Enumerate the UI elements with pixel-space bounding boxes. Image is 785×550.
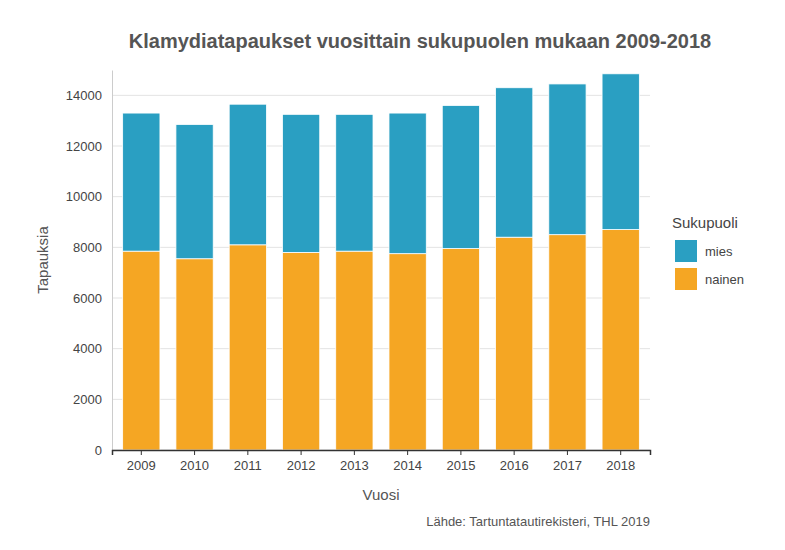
x-tick-mark	[301, 450, 302, 455]
y-tick: 8000	[73, 240, 112, 255]
source-note: Lähde: Tartuntatautirekisteri, THL 2019	[426, 514, 650, 529]
y-axis-title: Tapauksia	[34, 226, 51, 294]
x-tick-mark	[514, 450, 515, 455]
x-tick: 2018	[606, 450, 635, 473]
y-tick-label: 0	[95, 443, 102, 458]
x-tick-mark	[141, 450, 142, 455]
y-tick-label: 12000	[66, 139, 102, 154]
x-tick-mark	[460, 450, 461, 455]
legend: Sukupuoli mies nainen	[672, 214, 744, 290]
y-tick-label: 6000	[73, 291, 102, 306]
plot: 0 2000 4000 6000 8000 10000 12000 14000 2009 2010…	[66, 71, 651, 474]
y-tick: 0	[95, 443, 112, 458]
x-tick-mark	[620, 450, 621, 455]
y-tick-label: 8000	[73, 240, 102, 255]
bar	[389, 254, 426, 450]
y-axis: 0 2000 4000 6000 8000 10000 12000 14000	[66, 71, 113, 458]
bar	[176, 259, 213, 450]
x-tick-label: 2009	[127, 458, 156, 473]
x-tick: 2017	[553, 450, 582, 473]
x-axis: 2009 2010 2011 2012 2013 2014 2015 2016 2017 2018	[113, 450, 651, 473]
x-tick-label: 2014	[393, 458, 422, 473]
bar	[496, 237, 533, 450]
legend-swatch	[675, 240, 697, 262]
x-tick: 2009	[127, 450, 156, 473]
x-tick-label: 2011	[234, 458, 262, 473]
x-tick: 2012	[287, 450, 316, 473]
legend-item: nainen	[675, 268, 744, 290]
bar	[336, 251, 373, 450]
x-tick-label: 2017	[553, 458, 582, 473]
bar	[602, 74, 639, 230]
y-tick-label: 14000	[66, 88, 102, 103]
bar	[389, 113, 426, 254]
x-tick-mark	[354, 450, 355, 455]
y-axis-line	[112, 71, 113, 451]
bar	[549, 84, 586, 235]
x-tick-label: 2013	[340, 458, 369, 473]
x-tick: 2015	[446, 450, 475, 473]
legend-swatch	[675, 268, 697, 290]
x-axis-title: Vuosi	[363, 486, 400, 503]
y-tick-label: 4000	[73, 341, 102, 356]
bar	[442, 105, 479, 248]
y-tick: 4000	[73, 341, 112, 356]
legend-title: Sukupuoli	[672, 214, 738, 231]
bar	[176, 124, 213, 258]
x-tick-label: 2012	[287, 458, 316, 473]
legend-label: nainen	[705, 272, 744, 287]
bar	[496, 88, 533, 237]
y-tick-label: 2000	[73, 392, 102, 407]
bar	[549, 235, 586, 450]
legend-item: mies	[675, 240, 733, 262]
x-axis-line	[113, 451, 651, 456]
title: Klamydiatapaukset vuosittain sukupuolen …	[129, 30, 711, 52]
bar	[229, 104, 266, 245]
bar	[229, 245, 266, 450]
x-tick: 2014	[393, 450, 422, 473]
bar	[123, 113, 160, 251]
x-tick: 2016	[500, 450, 529, 473]
bars	[123, 74, 640, 450]
bar	[336, 114, 373, 251]
x-tick-mark	[567, 450, 568, 455]
x-tick-mark	[247, 450, 248, 455]
y-tick: 6000	[73, 291, 112, 306]
x-tick-mark	[194, 450, 195, 455]
x-tick-label: 2015	[446, 458, 475, 473]
x-tick: 2011	[234, 450, 262, 473]
series-nainen	[123, 230, 640, 450]
x-tick-mark	[407, 450, 408, 455]
bar	[282, 114, 319, 252]
legend-label: mies	[705, 244, 733, 259]
bar	[123, 251, 160, 450]
x-tick-label: 2016	[500, 458, 529, 473]
y-tick: 14000	[66, 88, 112, 103]
y-tick-label: 10000	[66, 189, 102, 204]
series-mies	[123, 74, 640, 259]
bar	[282, 252, 319, 450]
bar	[602, 230, 639, 450]
x-tick-label: 2018	[606, 458, 635, 473]
y-tick: 12000	[66, 139, 112, 154]
chart: 0 2000 4000 6000 8000 10000 12000 14000 2009 2010…	[0, 0, 785, 550]
y-tick: 2000	[73, 392, 112, 407]
x-tick: 2013	[340, 450, 369, 473]
bar	[442, 249, 479, 450]
x-tick: 2010	[180, 450, 209, 473]
x-tick-label: 2010	[180, 458, 209, 473]
y-tick: 10000	[66, 189, 112, 204]
